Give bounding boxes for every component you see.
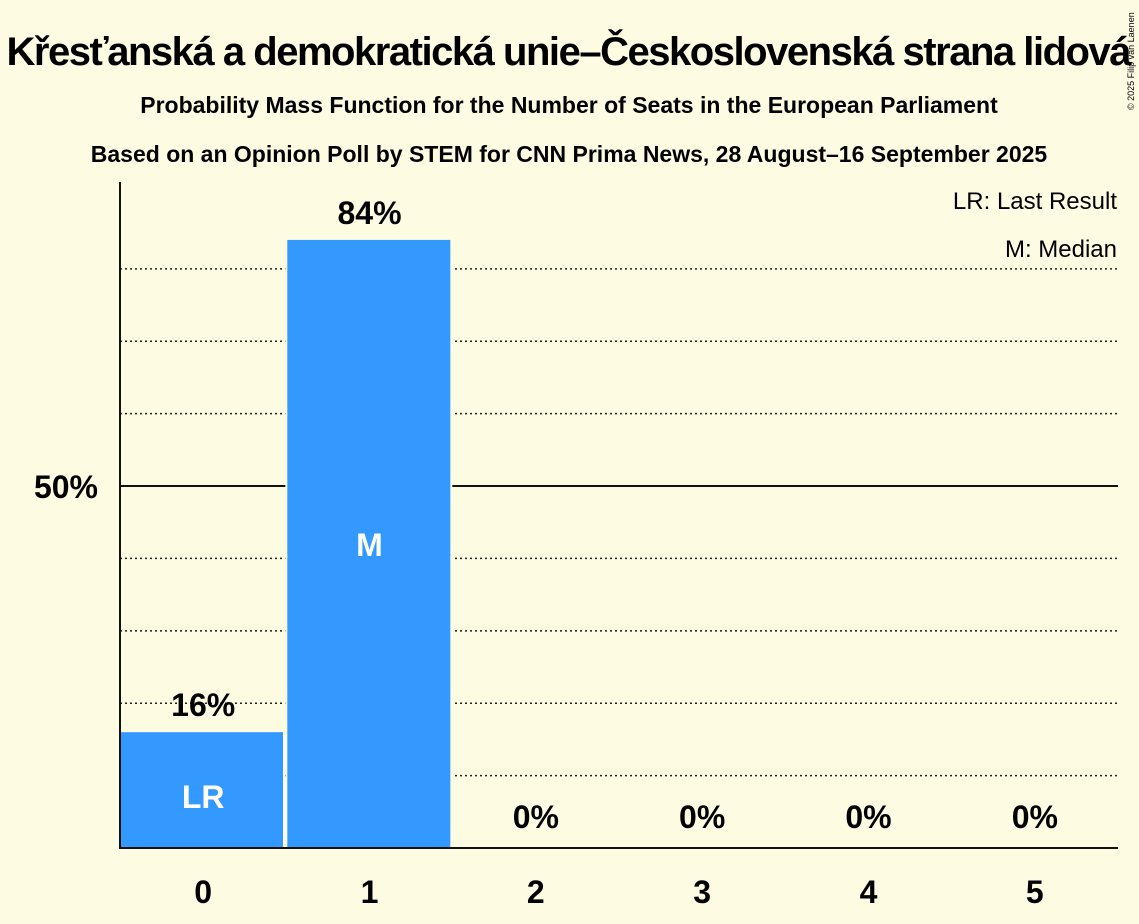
chart-source: Based on an Opinion Poll by STEM for CNN… (91, 141, 1048, 167)
bars (118, 237, 453, 849)
bar-0 (120, 732, 283, 848)
bar-1 (287, 239, 451, 849)
x-tick-5: 5 (1026, 874, 1044, 910)
copyright-notice: © 2025 Filip van Laenen (1126, 12, 1136, 110)
legend-last-result: LR: Last Result (953, 188, 1117, 215)
gridlines (120, 268, 1118, 777)
x-tick-4: 4 (860, 874, 878, 910)
value-label-2: 0% (513, 799, 559, 835)
inner-label-0: LR (182, 779, 225, 815)
y-tick-50: 50% (34, 469, 98, 505)
inner-label-1: M (356, 527, 383, 563)
value-label-0: 16% (171, 687, 235, 723)
x-tick-1: 1 (361, 874, 379, 910)
x-tick-0: 0 (194, 874, 212, 910)
legend-median: M: Median (1005, 236, 1117, 263)
x-tick-3: 3 (693, 874, 711, 910)
value-label-4: 0% (845, 799, 891, 835)
value-label-5: 0% (1012, 799, 1058, 835)
value-label-3: 0% (679, 799, 725, 835)
x-tick-2: 2 (527, 874, 545, 910)
x-tick-labels: 0 1 2 3 4 5 (194, 874, 1043, 910)
axes: 50% (34, 182, 1118, 849)
chart-title: Křesťanská a demokratická unie–Českoslov… (7, 28, 1133, 74)
chart-subtitle: Probability Mass Function for the Number… (140, 92, 998, 118)
value-labels: 16% LR 84% M 0% 0% 0% 0% (171, 195, 1058, 835)
value-label-1: 84% (337, 195, 401, 231)
